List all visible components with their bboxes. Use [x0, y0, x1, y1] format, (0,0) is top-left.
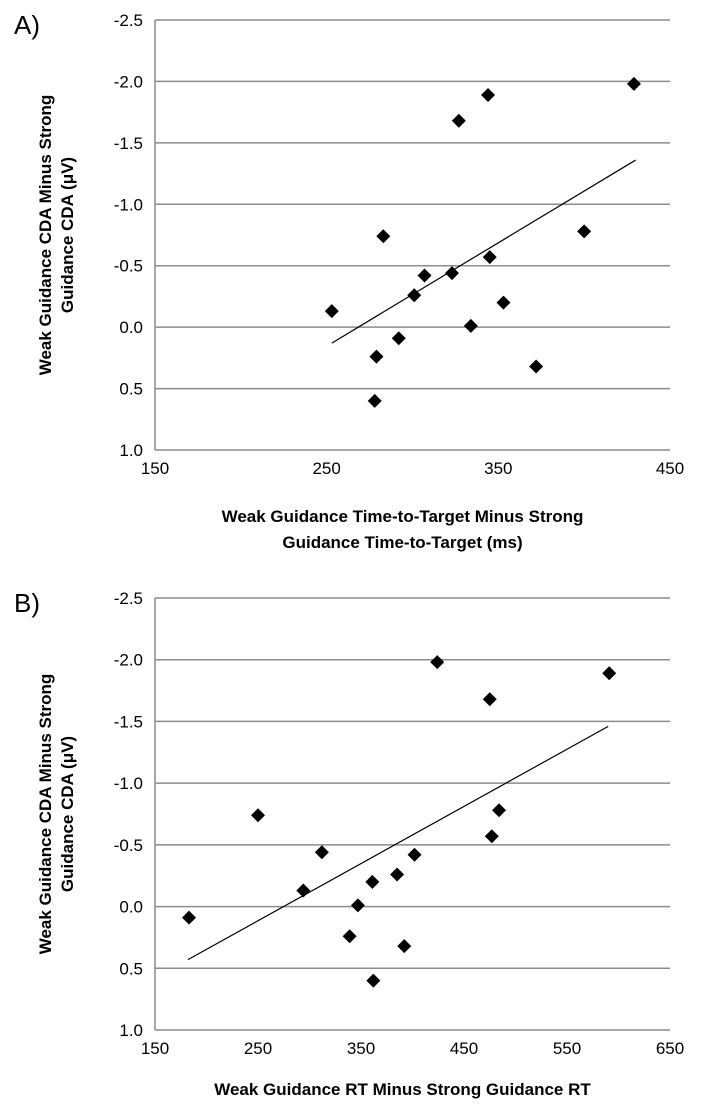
data-point: [577, 224, 592, 239]
y-tick-label: -2.0: [114, 651, 143, 670]
data-point: [391, 331, 406, 346]
data-point: [481, 87, 496, 102]
panel-label: B): [14, 588, 40, 618]
data-point: [626, 76, 641, 91]
y-tick-label: 1.0: [119, 441, 143, 460]
y-axis-title: Guidance CDA (μV): [58, 736, 77, 892]
y-tick-label: 0.5: [119, 959, 143, 978]
data-point: [367, 393, 382, 408]
data-point: [366, 973, 381, 988]
data-point: [492, 803, 507, 818]
data-point: [482, 250, 497, 265]
data-point: [484, 829, 499, 844]
y-tick-label: -2.0: [114, 72, 143, 91]
x-tick-label: 150: [141, 459, 169, 478]
data-point: [251, 808, 265, 823]
data-point: [496, 295, 511, 310]
data-point: [417, 268, 432, 283]
x-tick-label: 350: [347, 1039, 375, 1058]
data-point: [602, 666, 617, 681]
x-tick-label: 250: [244, 1039, 272, 1058]
x-tick-label: 450: [450, 1039, 478, 1058]
y-tick-label: 1.0: [119, 1021, 143, 1040]
data-point: [430, 655, 445, 670]
data-point: [181, 910, 196, 925]
y-tick-label: -1.5: [114, 134, 143, 153]
y-tick-label: 0.5: [119, 380, 143, 399]
x-tick-label: 150: [141, 1039, 169, 1058]
data-point: [463, 318, 478, 333]
data-point: [314, 845, 329, 860]
x-tick-label: 450: [656, 459, 684, 478]
x-axis-title: Weak Guidance Time-to-Target Minus Stron…: [222, 507, 584, 526]
data-point: [407, 847, 422, 862]
x-axis-title: Weak Guidance RT Minus Strong Guidance R…: [214, 1080, 591, 1099]
data-point: [369, 349, 384, 364]
data-point: [296, 883, 311, 898]
data-point: [350, 898, 365, 913]
y-axis-title: Weak Guidance CDA Minus Strong: [36, 674, 55, 955]
trendline: [331, 159, 636, 344]
x-axis-title: Guidance Time-to-Target (ms): [282, 533, 522, 552]
y-tick-label: -2.5: [114, 589, 143, 608]
y-tick-label: -2.5: [114, 11, 143, 30]
data-point: [407, 288, 422, 303]
data-point: [365, 874, 380, 889]
y-axis-title: Weak Guidance CDA Minus Strong: [36, 95, 55, 376]
data-point: [324, 304, 339, 319]
data-point: [529, 359, 544, 374]
trendline: [187, 725, 609, 961]
data-point: [342, 929, 357, 944]
y-tick-label: -1.0: [114, 195, 143, 214]
y-tick-label: -1.5: [114, 712, 143, 731]
y-tick-label: -1.0: [114, 774, 143, 793]
x-tick-label: 250: [312, 459, 340, 478]
data-point: [390, 867, 405, 882]
data-point: [451, 113, 466, 128]
x-tick-label: 650: [656, 1039, 684, 1058]
y-tick-label: -0.5: [114, 257, 143, 276]
data-point: [482, 692, 497, 707]
panel-label: A): [14, 10, 40, 40]
x-tick-label: 350: [484, 459, 512, 478]
y-tick-label: -0.5: [114, 836, 143, 855]
y-tick-label: 0.0: [119, 318, 143, 337]
y-tick-label: 0.0: [119, 898, 143, 917]
data-point: [376, 229, 391, 244]
x-tick-label: 550: [553, 1039, 581, 1058]
data-point: [397, 939, 412, 954]
y-axis-title: Guidance CDA (μV): [58, 157, 77, 313]
data-point: [444, 266, 459, 281]
